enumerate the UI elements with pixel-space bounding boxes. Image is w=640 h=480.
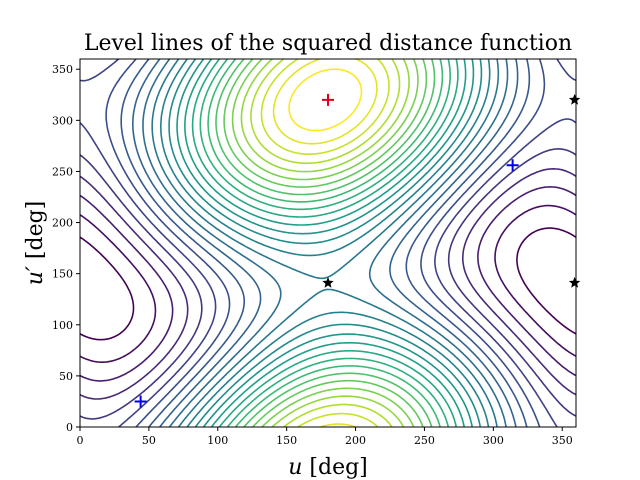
contour-level-10 — [142, 59, 509, 427]
x-tick-label: 0 — [77, 434, 84, 447]
min-plus-marker — [506, 159, 519, 172]
x-tick-label: 50 — [142, 434, 156, 447]
contour-level-5 — [80, 148, 576, 420]
x-axis-label: u [deg] — [288, 455, 368, 480]
saddle-star-marker — [568, 276, 581, 288]
x-tick-label: 150 — [276, 434, 297, 447]
contour-level-17 — [199, 59, 451, 427]
contour-level-9 — [132, 59, 519, 427]
x-axis-var: u — [288, 455, 302, 480]
y-tick-label: 300 — [52, 114, 73, 127]
x-tick-label: 250 — [414, 434, 435, 447]
x-tick-label: 200 — [345, 434, 366, 447]
plot-frame — [79, 58, 577, 428]
chart-title: Level lines of the squared distance func… — [84, 31, 572, 56]
contour-level-26 — [288, 68, 363, 132]
critical-point-markers — [134, 93, 581, 408]
x-tick-label: 300 — [483, 434, 504, 447]
x-axis-ticks: 0 50 100 150 200 250 300 350 — [77, 427, 573, 447]
contour-level-22 — [240, 59, 410, 427]
min-plus-marker — [134, 395, 147, 408]
contour-level-2 — [80, 204, 576, 363]
contour-level-8 — [120, 59, 531, 427]
y-axis-label: u′ [deg] — [23, 201, 48, 286]
y-tick-label: 0 — [66, 421, 73, 434]
y-tick-label: 150 — [52, 268, 73, 281]
y-tick-label: 200 — [52, 217, 73, 230]
saddle-star-marker — [568, 93, 581, 105]
y-tick-label: 50 — [59, 370, 73, 383]
contour-level-21 — [231, 59, 419, 427]
contour-level-18 — [207, 59, 444, 427]
y-axis-var: u′ — [23, 266, 48, 285]
contour-level-16 — [191, 59, 459, 427]
x-axis-unit: [deg] — [309, 455, 367, 480]
y-tick-label: 350 — [52, 63, 73, 76]
y-tick-label: 250 — [52, 165, 73, 178]
max-plus-marker — [322, 93, 334, 106]
x-tick-label: 350 — [552, 434, 573, 447]
contour-level-7 — [105, 59, 546, 427]
y-axis-ticks: 0 50 100 150 200 250 300 350 — [52, 63, 80, 434]
contour-level-19 — [215, 59, 436, 427]
contour-level-3 — [80, 186, 576, 382]
x-tick-label: 100 — [207, 434, 228, 447]
saddle-star-marker — [322, 276, 334, 288]
contour-level-4 — [80, 168, 576, 400]
y-tick-label: 100 — [52, 319, 73, 332]
y-axis-unit: [deg] — [23, 201, 48, 259]
